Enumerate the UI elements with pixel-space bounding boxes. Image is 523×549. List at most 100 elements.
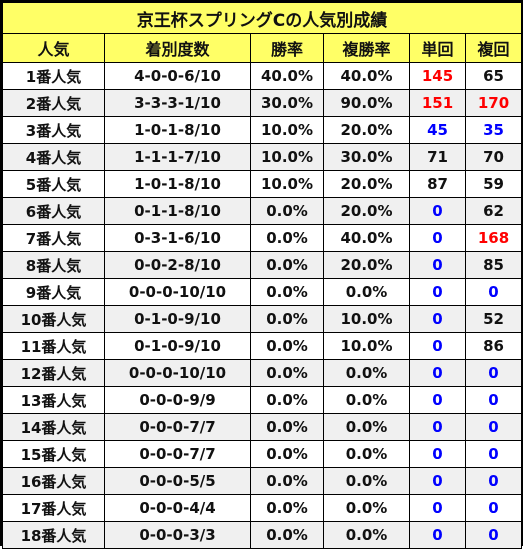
place-rate-cell: 90.0% [323, 89, 410, 117]
win-return-cell: 0 [409, 224, 466, 252]
win-return-cell: 0 [409, 413, 466, 441]
place-return-cell: 70 [464, 143, 523, 171]
place-return-cell: 0 [464, 494, 523, 522]
table-body: 1番人気 4-0-0-6/10 40.0% 40.0% 145 65 2番人気 3-3-3-1… [2, 62, 523, 549]
column-header-place-rate: 複勝率 [323, 33, 410, 63]
win-return-cell: 151 [409, 89, 466, 117]
table-row: 2番人気 3-3-3-1/10 30.0% 90.0% 151 170 [2, 89, 523, 117]
win-rate-cell: 0.0% [250, 305, 324, 333]
win-return-cell: 0 [409, 494, 466, 522]
table-row: 7番人気 0-3-1-6/10 0.0% 40.0% 0 168 [2, 224, 523, 252]
table-row: 5番人気 1-0-1-8/10 10.0% 20.0% 87 59 [2, 170, 523, 198]
record-cell: 4-0-0-6/10 [104, 62, 251, 90]
win-rate-cell: 0.0% [250, 224, 324, 252]
popularity-cell: 4番人気 [2, 143, 105, 171]
place-return-cell: 0 [464, 467, 523, 495]
win-rate-cell: 40.0% [250, 62, 324, 90]
header-row: 人気 着別度数 勝率 複勝率 単回 複回 [2, 33, 523, 63]
popularity-cell: 12番人気 [2, 359, 105, 387]
popularity-cell: 13番人気 [2, 386, 105, 414]
popularity-cell: 5番人気 [2, 170, 105, 198]
place-rate-cell: 10.0% [323, 305, 410, 333]
record-cell: 0-0-0-4/4 [104, 494, 251, 522]
popularity-cell: 2番人気 [2, 89, 105, 117]
place-rate-cell: 40.0% [323, 62, 410, 90]
popularity-cell: 11番人気 [2, 332, 105, 360]
win-rate-cell: 10.0% [250, 143, 324, 171]
popularity-cell: 1番人気 [2, 62, 105, 90]
win-rate-cell: 0.0% [250, 251, 324, 279]
record-cell: 0-1-0-9/10 [104, 305, 251, 333]
column-header-place-return: 複回 [464, 33, 523, 63]
win-rate-cell: 0.0% [250, 359, 324, 387]
record-cell: 1-0-1-8/10 [104, 116, 251, 144]
place-rate-cell: 20.0% [323, 197, 410, 225]
win-return-cell: 0 [409, 386, 466, 414]
place-rate-cell: 0.0% [323, 440, 410, 468]
table-row: 13番人気 0-0-0-9/9 0.0% 0.0% 0 0 [2, 386, 523, 414]
table-row: 14番人気 0-0-0-7/7 0.0% 0.0% 0 0 [2, 413, 523, 441]
table-row: 9番人気 0-0-0-10/10 0.0% 0.0% 0 0 [2, 278, 523, 306]
record-cell: 0-0-0-3/3 [104, 521, 251, 549]
popularity-cell: 18番人気 [2, 521, 105, 549]
title-row: 京王杯スプリングCの人気別成績 [1, 2, 523, 34]
popularity-cell: 14番人気 [2, 413, 105, 441]
place-rate-cell: 20.0% [323, 251, 410, 279]
place-return-cell: 65 [464, 62, 523, 90]
place-rate-cell: 20.0% [323, 170, 410, 198]
table-row: 11番人気 0-1-0-9/10 0.0% 10.0% 0 86 [2, 332, 523, 360]
record-cell: 0-0-0-10/10 [104, 359, 251, 387]
place-return-cell: 0 [464, 278, 523, 306]
place-return-cell: 85 [464, 251, 523, 279]
table-row: 1番人気 4-0-0-6/10 40.0% 40.0% 145 65 [2, 62, 523, 90]
win-return-cell: 87 [409, 170, 466, 198]
record-cell: 0-0-2-8/10 [104, 251, 251, 279]
place-rate-cell: 10.0% [323, 332, 410, 360]
popularity-cell: 7番人気 [2, 224, 105, 252]
place-return-cell: 35 [464, 116, 523, 144]
place-return-cell: 0 [464, 521, 523, 549]
place-return-cell: 52 [464, 305, 523, 333]
win-return-cell: 0 [409, 251, 466, 279]
record-cell: 0-1-0-9/10 [104, 332, 251, 360]
win-return-cell: 0 [409, 305, 466, 333]
place-rate-cell: 0.0% [323, 413, 410, 441]
table-row: 17番人気 0-0-0-4/4 0.0% 0.0% 0 0 [2, 494, 523, 522]
record-cell: 0-1-1-8/10 [104, 197, 251, 225]
place-rate-cell: 40.0% [323, 224, 410, 252]
record-cell: 0-0-0-9/9 [104, 386, 251, 414]
win-rate-cell: 30.0% [250, 89, 324, 117]
win-return-cell: 0 [409, 521, 466, 549]
record-cell: 1-0-1-8/10 [104, 170, 251, 198]
table-row: 18番人気 0-0-0-3/3 0.0% 0.0% 0 0 [2, 521, 523, 549]
place-rate-cell: 0.0% [323, 359, 410, 387]
win-rate-cell: 0.0% [250, 413, 324, 441]
win-rate-cell: 10.0% [250, 116, 324, 144]
win-return-cell: 71 [409, 143, 466, 171]
place-rate-cell: 0.0% [323, 494, 410, 522]
place-return-cell: 0 [464, 359, 523, 387]
popularity-cell: 17番人気 [2, 494, 105, 522]
win-rate-cell: 0.0% [250, 440, 324, 468]
column-header-win-return: 単回 [409, 33, 466, 63]
record-cell: 3-3-3-1/10 [104, 89, 251, 117]
win-rate-cell: 0.0% [250, 278, 324, 306]
popularity-cell: 6番人気 [2, 197, 105, 225]
place-return-cell: 0 [464, 413, 523, 441]
record-cell: 0-0-0-7/7 [104, 440, 251, 468]
place-return-cell: 170 [464, 89, 523, 117]
column-header-win-rate: 勝率 [250, 33, 324, 63]
table-row: 4番人気 1-1-1-7/10 10.0% 30.0% 71 70 [2, 143, 523, 171]
win-return-cell: 0 [409, 332, 466, 360]
win-return-cell: 0 [409, 278, 466, 306]
popularity-cell: 9番人気 [2, 278, 105, 306]
table-row: 10番人気 0-1-0-9/10 0.0% 10.0% 0 52 [2, 305, 523, 333]
place-rate-cell: 20.0% [323, 116, 410, 144]
record-cell: 0-0-0-10/10 [104, 278, 251, 306]
popularity-cell: 16番人気 [2, 467, 105, 495]
place-rate-cell: 0.0% [323, 278, 410, 306]
column-header-popularity: 人気 [2, 33, 105, 63]
column-header-record: 着別度数 [104, 33, 251, 63]
place-return-cell: 59 [464, 170, 523, 198]
